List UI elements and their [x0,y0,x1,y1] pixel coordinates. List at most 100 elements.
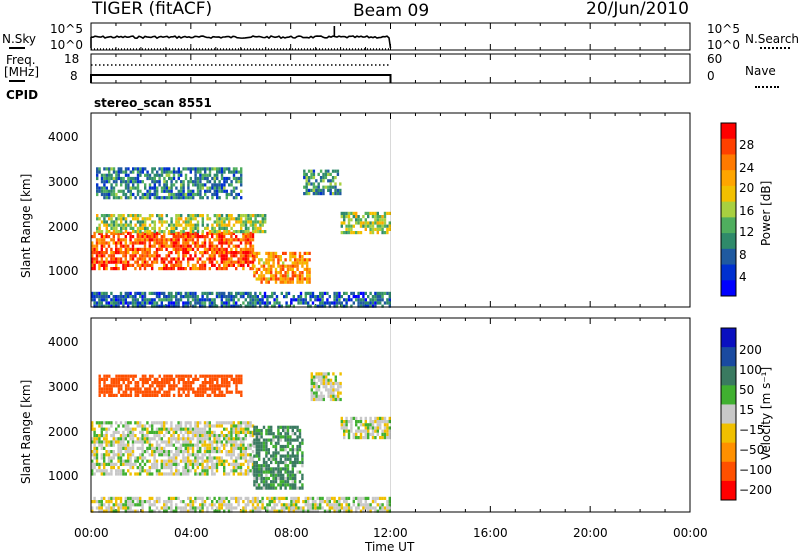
heat-cell [240,390,243,394]
heat-cell [315,385,318,389]
heat-cell [179,263,183,267]
heat-cell [235,427,238,431]
heat-cell [301,280,304,284]
heat-cell [103,377,106,381]
heat-cell [107,456,111,460]
heat-cell [337,397,340,402]
heat-cell [129,263,132,267]
heat-cell [301,454,304,458]
heat-cell [153,453,156,457]
heat-cell [96,214,99,218]
panel-border [90,317,691,513]
heat-cell [220,503,223,507]
heat-cell [256,226,260,230]
heat-cell [270,438,273,442]
heat-cell [132,226,135,230]
heat-cell [329,182,332,186]
heat-cell [244,257,247,261]
nsky-right-tick-bottom: 10^0 [707,38,740,52]
heat-cell [206,214,209,218]
heat-cell [201,231,204,235]
heat-cell [196,387,200,391]
heat-cell [230,496,233,500]
heat-cell [180,230,183,234]
heat-cell [337,388,340,392]
heat-cell [110,223,113,227]
heat-cell [112,437,115,441]
heat-cell [272,258,275,262]
heat-cell [240,170,243,174]
heat-cell [177,247,180,251]
heat-cell [165,500,168,504]
heat-cell [175,180,178,184]
heat-cell [294,251,297,255]
heat-cell [163,196,166,200]
heat-cell [184,254,187,258]
heat-cell [211,304,214,308]
heat-cell [272,467,275,471]
heat-cell [187,291,190,295]
heat-cell [305,172,308,176]
heat-cell [374,218,377,222]
heat-cell [305,176,308,180]
heat-cell [175,220,178,224]
heat-cell [367,506,370,510]
heat-cell [139,466,142,470]
heat-cell [225,257,228,261]
heat-cell [388,295,391,299]
heat-cell [386,224,389,228]
heat-cell [355,496,358,500]
heat-cell [223,509,226,513]
heat-cell [213,183,216,187]
heat-cell [310,372,313,376]
heat-cell [103,440,106,444]
heat-cell [359,500,363,504]
heat-cell [321,301,324,305]
heat-cell [376,224,379,228]
heat-cell [235,196,238,200]
heat-cell [326,291,329,295]
heat-cell [334,381,337,386]
heat-cell [124,167,128,171]
heat-cell [144,167,147,171]
heat-cell [265,258,268,262]
heat-cell [208,170,212,174]
heat-cell [112,192,116,197]
heat-cell [136,230,140,234]
heat-cell [242,440,245,444]
heat-cell [122,437,125,441]
heat-cell [96,176,99,181]
heat-cell [194,167,197,171]
heat-cell [215,462,219,466]
heat-cell [218,183,221,187]
heat-cell [247,291,250,295]
heat-cell [194,291,197,295]
heat-cell [253,255,256,259]
heat-cell [165,267,168,271]
heat-cell [206,450,209,454]
heat-cell [352,496,355,500]
heat-cell [175,503,178,507]
heat-cell [218,263,221,267]
heat-cell [347,429,351,433]
heat-cell [247,472,250,476]
heat-cell [242,231,245,235]
heat-cell [286,480,290,484]
heat-cell [251,263,255,267]
heat-cell [177,192,180,197]
heat-cell [172,453,175,457]
date-title: 20/Jun/2010 [586,0,689,19]
heat-cell [129,456,132,460]
heat-cell [228,220,231,224]
heat-cell [249,304,252,308]
heat-cell [141,192,144,197]
heat-cell [355,221,358,225]
heat-cell [258,267,261,271]
heat-cell [182,440,185,444]
heat-cell [129,176,132,181]
heat-cell [131,244,135,248]
heat-cell [237,421,240,425]
heat-cell [362,436,365,440]
heat-cell [155,231,159,235]
heat-cell [274,255,278,259]
